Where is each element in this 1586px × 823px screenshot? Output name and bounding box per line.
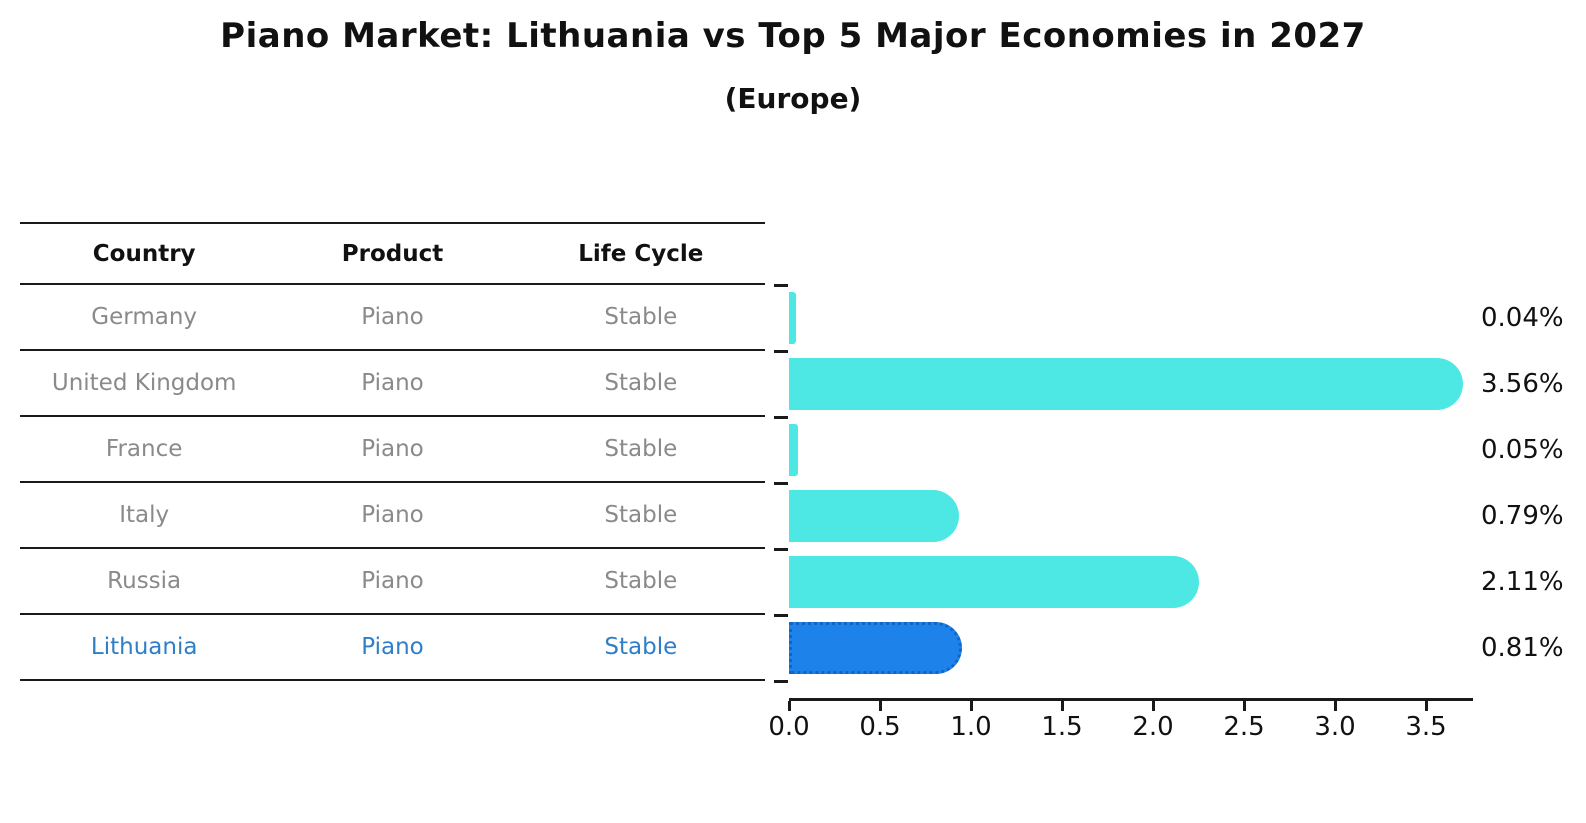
x-axis-tick-label: 0.5 [859,712,901,742]
table-header-row: Country Product Life Cycle [20,222,765,285]
cell-lifecycle: Stable [604,502,678,528]
x-axis-tick-label: 2.5 [1223,712,1265,742]
x-axis-tick-label: 1.5 [1041,712,1083,742]
cell-country: Lithuania [90,634,198,660]
bar-united-kingdom [789,358,1463,410]
value-label-lithuania: 0.81% [1481,633,1564,663]
value-label-italy: 0.79% [1481,501,1564,531]
table-row-highlighted: Lithuania Piano Stable [20,615,765,681]
bar-row-germany [789,285,797,351]
bar-row-russia [789,549,1200,615]
cell-lifecycle: Stable [604,304,678,330]
col-header-lifecycle: Life Cycle [578,240,704,267]
y-axis-tick [774,284,788,287]
bar-row-france [789,417,799,483]
x-axis-tick-label: 1.0 [950,712,992,742]
cell-product: Piano [361,568,424,594]
x-axis-tick [1152,701,1155,711]
col-header-country: Country [92,240,196,267]
bar-lithuania-highlighted [789,622,963,674]
cell-lifecycle: Stable [604,436,678,462]
bar-france [789,424,799,476]
x-axis-tick-label: 2.0 [1132,712,1174,742]
value-label-france: 0.05% [1481,435,1564,465]
x-axis-tick [1334,701,1337,711]
y-axis-tick [774,416,788,419]
cell-country: Italy [119,502,170,528]
x-axis-line [789,698,1473,701]
cell-lifecycle: Stable [604,568,678,594]
y-axis-tick [774,614,788,617]
bar-row-united-kingdom [789,351,1463,417]
cell-country: Germany [91,304,198,330]
table-row: France Piano Stable [20,417,765,483]
y-axis-tick [774,680,788,683]
cell-country: Russia [107,568,182,594]
bar-italy [789,490,959,542]
table-row: Russia Piano Stable [20,549,765,615]
cell-product: Piano [361,634,424,660]
col-header-product: Product [341,240,444,267]
table-row: Germany Piano Stable [20,285,765,351]
x-axis-tick [879,701,882,711]
table-row: United Kingdom Piano Stable [20,351,765,417]
value-label-russia: 2.11% [1481,567,1564,597]
value-label-united-kingdom: 3.56% [1481,369,1564,399]
x-axis-tick [1243,701,1246,711]
x-axis-tick [970,701,973,711]
y-axis-tick [774,548,788,551]
cell-product: Piano [361,502,424,528]
bar-row-italy [789,483,959,549]
x-axis-tick [788,701,791,711]
x-axis-tick-label: 3.0 [1314,712,1356,742]
cell-lifecycle: Stable [604,370,678,396]
y-axis-tick [774,482,788,485]
cell-country: France [105,436,183,462]
bar-row-lithuania [789,615,963,681]
bar-germany [789,292,797,344]
table-row: Italy Piano Stable [20,483,765,549]
cell-country: United Kingdom [51,370,237,396]
x-axis-tick-label: 3.5 [1405,712,1447,742]
x-axis-tick-label: 0.0 [768,712,810,742]
cell-product: Piano [361,436,424,462]
country-table: Country Product Life Cycle Germany Piano… [20,222,765,681]
cell-lifecycle: Stable [604,634,678,660]
cell-product: Piano [361,370,424,396]
x-axis-tick [1061,701,1064,711]
bar-russia [789,556,1200,608]
chart-subtitle: (Europe) [724,82,862,115]
chart-title: Piano Market: Lithuania vs Top 5 Major E… [220,16,1366,56]
x-axis-tick [1425,701,1428,711]
cell-product: Piano [361,304,424,330]
y-axis-tick [774,350,788,353]
value-label-germany: 0.04% [1481,303,1564,333]
